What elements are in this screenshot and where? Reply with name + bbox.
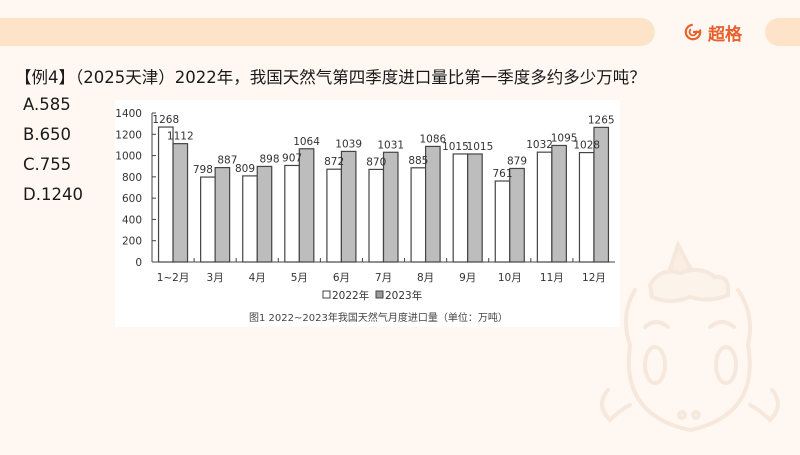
bar-2022 [536, 151, 553, 263]
bar-2022 [368, 168, 385, 263]
question-text: 【例4】（2025天津）2022年，我国天然气第四季度进口量比第一季度多约多少万… [15, 68, 646, 87]
value-label-2023: 1112 [167, 131, 194, 143]
y-tick-label: 1200 [115, 129, 142, 141]
value-label-2023: 1095 [551, 132, 578, 144]
bar-2023 [467, 153, 483, 263]
value-label-2023: 1064 [293, 136, 320, 148]
x-tick-label: 12月 [582, 272, 606, 284]
value-label-2022: 885 [408, 155, 428, 167]
x-tick-label: 9月 [459, 272, 476, 284]
bar-2022 [284, 164, 300, 263]
mascot-watermark-icon [600, 239, 780, 433]
top-banner-right [765, 18, 800, 46]
y-tick-label: 0 [135, 257, 142, 269]
bar-2023 [509, 167, 525, 263]
value-label-2022: 907 [282, 152, 302, 164]
bar-2022 [326, 168, 343, 263]
answer-options: A.585 B.650 C.755 D.1240 [23, 94, 83, 214]
legend-label-2022: 2022年 [332, 289, 369, 302]
brand-logo: 超格 [684, 20, 742, 45]
value-label-2022: 1268 [152, 114, 179, 126]
value-label-2023: 1086 [419, 133, 446, 145]
value-label-2023: 1015 [467, 141, 494, 153]
y-tick-label: 1000 [115, 151, 142, 163]
bar-2022 [452, 153, 469, 263]
bar-2022 [494, 180, 511, 263]
value-label-2022: 809 [235, 163, 255, 175]
x-tick-label: 4月 [249, 272, 266, 284]
x-tick-label: 11月 [540, 272, 564, 284]
value-label-2022: 870 [366, 156, 386, 168]
bar-2023 [424, 145, 441, 263]
legend-swatch-2023 [375, 290, 384, 299]
bar-2023 [172, 143, 189, 263]
y-tick-label: 1400 [115, 108, 142, 120]
bar-2023 [382, 151, 399, 263]
bar-2022 [410, 167, 427, 263]
value-label-2023: 1039 [335, 138, 362, 150]
x-tick-label: 10月 [498, 272, 522, 284]
x-tick-label: 7月 [375, 272, 392, 284]
bar-2022 [578, 151, 595, 263]
bar-2022 [157, 126, 174, 263]
chart-image: 0 200 400 600 800 1000 1200 1400 1268 1112 1~2月 798… [115, 100, 620, 327]
option-c[interactable]: C.755 [23, 155, 72, 174]
bar-2022 [242, 175, 258, 263]
x-tick-label: 8月 [417, 272, 434, 284]
value-label-2022: 1028 [573, 140, 600, 152]
value-label-2022: 761 [492, 168, 512, 180]
legend-label-2023: 2023年 [385, 289, 422, 302]
option-a[interactable]: A.585 [23, 95, 71, 114]
y-tick-label: 400 [122, 214, 142, 226]
bar-chart: 0 200 400 600 800 1000 1200 1400 1268 1112 1~2月 798… [115, 108, 615, 324]
bar-2023 [256, 165, 273, 263]
value-label-2022: 798 [193, 164, 213, 176]
x-tick-label: 1~2月 [157, 272, 190, 284]
brand-name: 超格 [708, 24, 742, 45]
value-label-2022: 1032 [526, 139, 553, 151]
value-label-2023: 1265 [588, 114, 615, 126]
legend-swatch-2022 [322, 290, 331, 299]
bar-2023 [340, 150, 357, 263]
bar-2023 [298, 148, 315, 263]
bar-2022 [200, 176, 216, 263]
bar-2023 [593, 126, 610, 263]
y-tick-label: 200 [122, 236, 142, 248]
chart-caption: 图1 2022~2023年我国天然气月度进口量（单位：万吨） [249, 311, 508, 324]
x-tick-label: 5月 [291, 272, 308, 284]
top-banner [0, 18, 655, 46]
value-label-2022: 872 [324, 156, 344, 168]
x-tick-label: 6月 [333, 272, 350, 284]
value-label-2023: 879 [507, 155, 527, 167]
value-label-2023: 887 [217, 155, 237, 167]
g-logo-icon [684, 23, 702, 41]
bar-2023 [214, 166, 231, 263]
bar-2023 [551, 144, 567, 263]
option-b[interactable]: B.650 [23, 125, 72, 144]
y-tick-label: 800 [122, 172, 142, 184]
y-tick-label: 600 [122, 193, 142, 205]
x-tick-label: 3月 [207, 272, 224, 284]
value-label-2023: 1031 [377, 139, 404, 151]
option-d[interactable]: D.1240 [23, 185, 83, 204]
value-label-2023: 898 [259, 153, 279, 165]
value-label-2022: 1015 [442, 141, 469, 153]
